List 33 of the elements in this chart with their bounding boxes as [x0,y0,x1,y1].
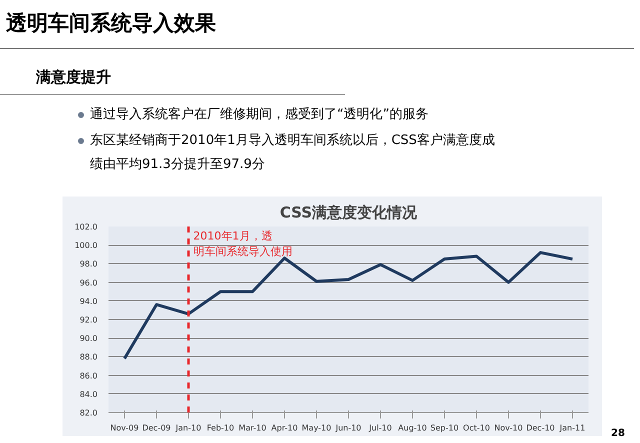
x-tick-label: Dec-10 [526,424,555,432]
text: 28 [611,427,625,441]
y-tick-label: 100.0 [74,241,98,250]
text: 透明车间系统导入效果 [0,0,634,49]
x-tick-label: Jul-10 [368,424,392,432]
y-tick-label: 84.0 [80,390,98,399]
text: 东区某经销商于2010年1月导入透明车间系统以后，CSS客户满意度成绩由平均91.3分提升至97.9分 [90,132,496,174]
y-tick-label: 102.0 [74,222,98,232]
text: 满意度提升 [0,61,345,96]
y-tick-label: 94.0 [80,296,98,306]
x-tick-label: May-10 [302,424,332,432]
x-tick-label: Jun-10 [334,424,362,432]
y-tick-label: 88.0 [80,352,98,362]
y-tick-label: 96.0 [80,278,98,288]
x-tick-label: Apr-10 [271,424,298,432]
y-tick-label: 86.0 [80,371,98,380]
y-tick-label: 98.0 [80,260,98,269]
y-tick-label: 92.0 [80,316,98,324]
x-tick-label: Jan-11 [558,424,586,432]
x-tick-label: Nov-10 [494,424,523,432]
x-tick-label: Jan-10 [174,424,202,432]
x-tick-label: Oct-10 [463,424,490,432]
x-tick-label: Nov-09 [110,424,139,432]
x-tick-label: Aug-10 [398,424,427,432]
x-tick-label: Dec-09 [142,424,171,432]
chart-title: CSS满意度变化情况 [280,204,418,222]
ref-line-label: 2010年1月，透明车间系统导入使用 [193,229,292,258]
x-tick-label: Mar-10 [238,424,266,432]
y-tick-label: 82.0 [80,408,98,418]
x-tick-label: Sep-10 [430,424,459,432]
y-tick-label: 90.0 [80,334,98,344]
x-tick-label: Feb-10 [206,424,234,432]
text: 通过导入系统客户在厂维修期间，感受到了“透明化”的服务 [90,106,430,124]
